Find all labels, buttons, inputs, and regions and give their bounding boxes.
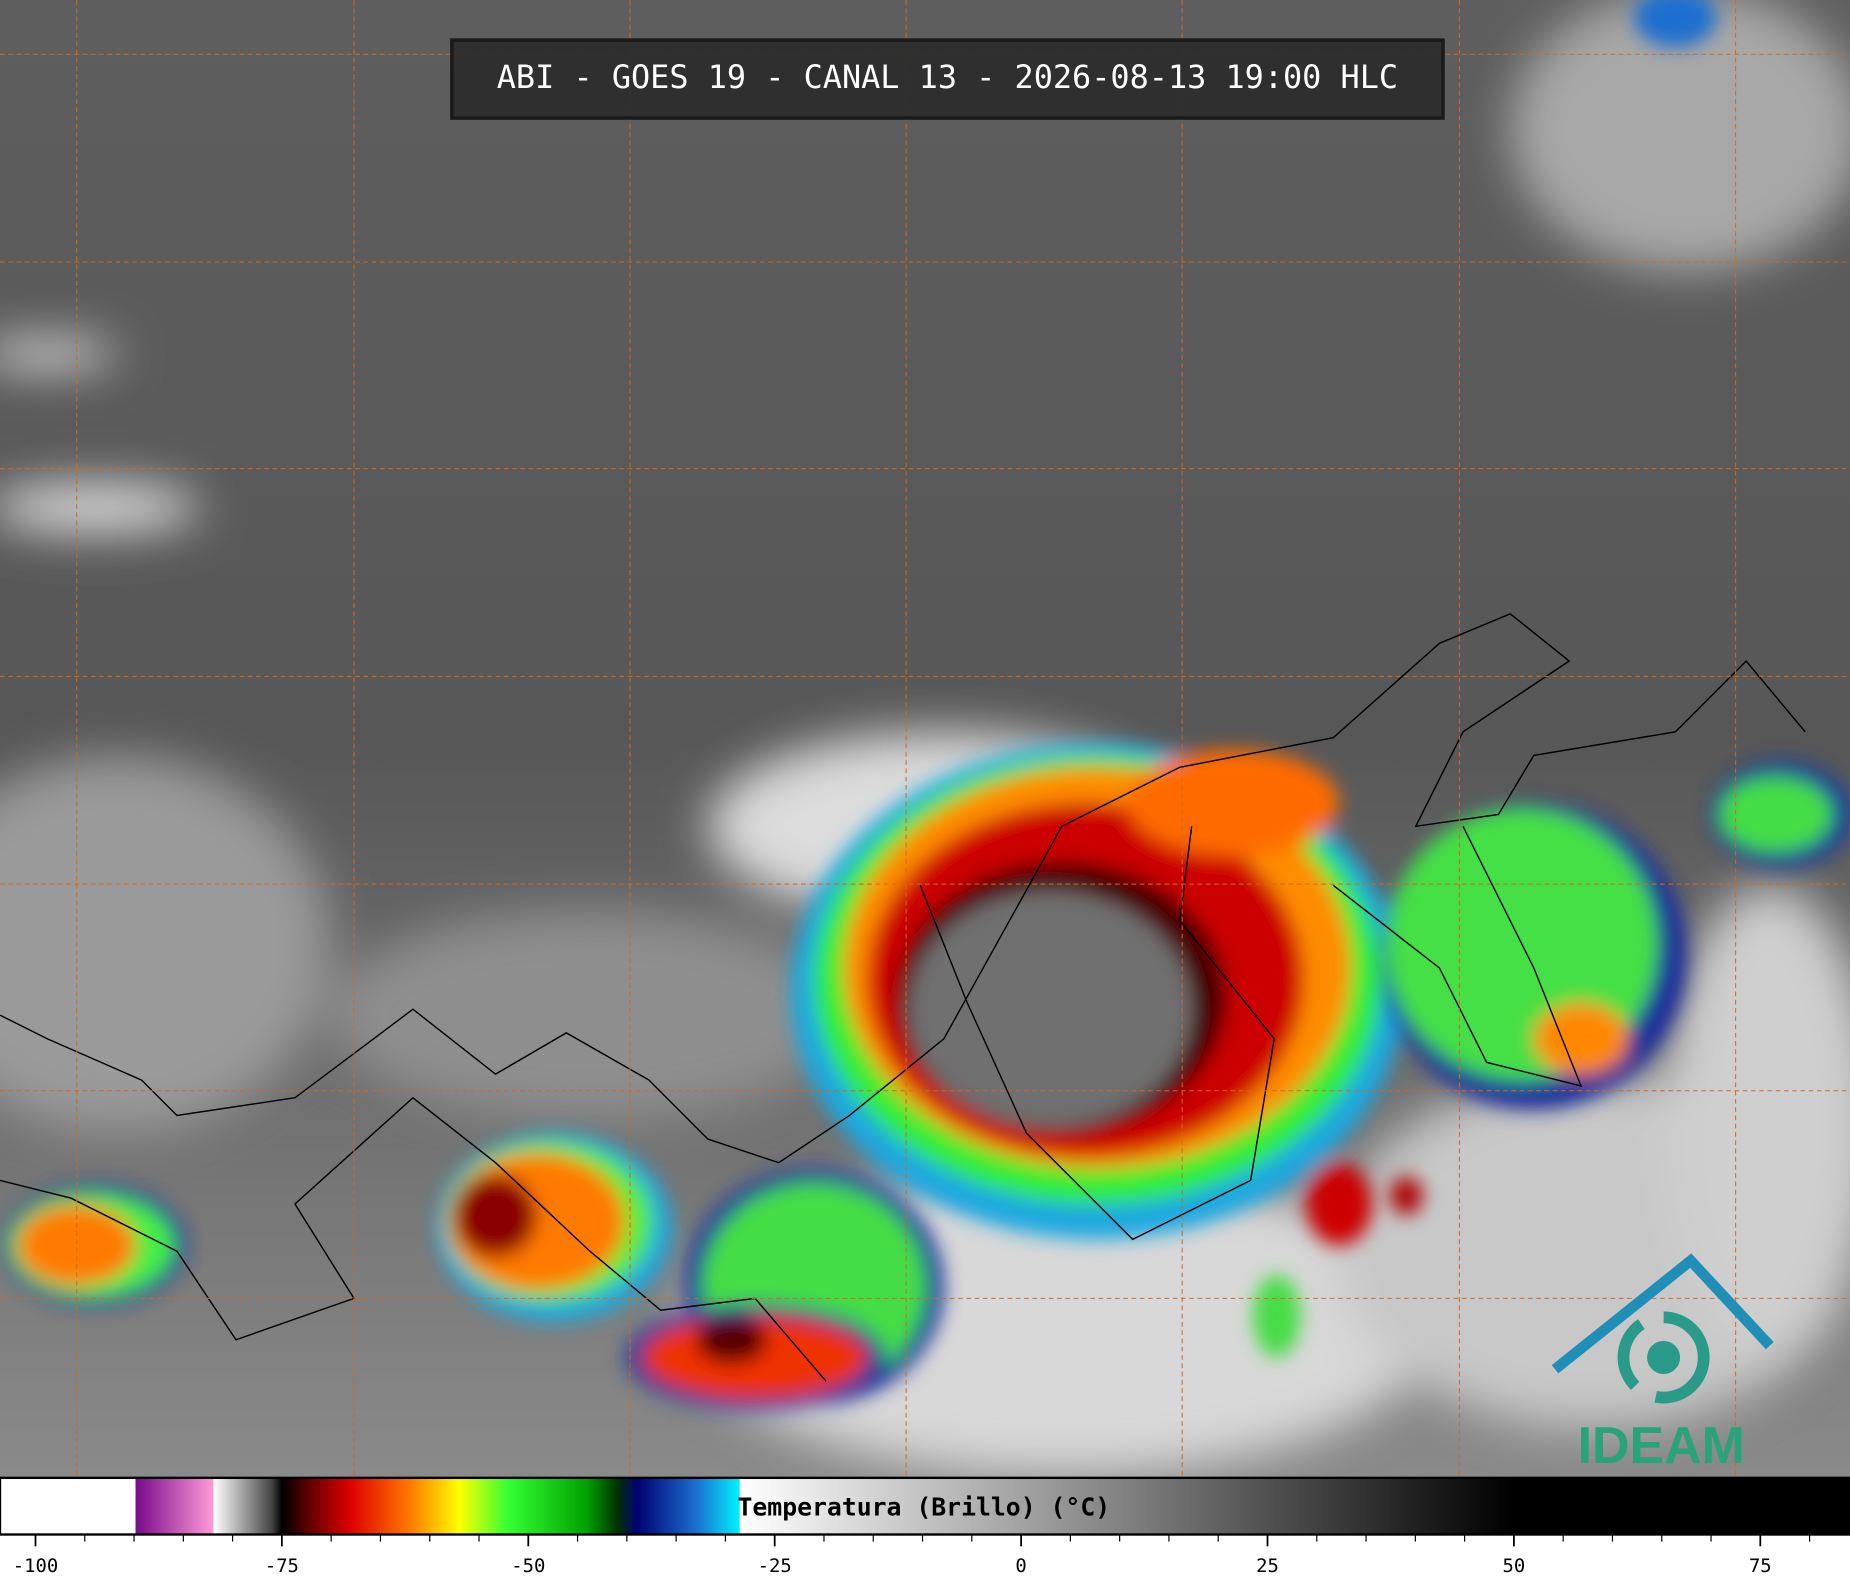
title-box <box>450 38 1445 120</box>
colorbar-tick-label: 25 <box>1256 1555 1279 1577</box>
tick-area <box>0 1534 1850 1577</box>
colorbar-tick-label: -100 <box>13 1555 58 1577</box>
colorbar-tick-label: 75 <box>1749 1555 1772 1577</box>
storm-system <box>2 0 1850 1411</box>
logo: IDEAM <box>1551 1253 1774 1475</box>
colorbar-tick-label: -25 <box>758 1555 792 1577</box>
colorbar-label: Temperatura (Brillo) (°C) <box>737 1493 1110 1522</box>
logo-text: IDEAM <box>1578 1417 1745 1475</box>
graticule <box>0 0 1850 1478</box>
colorbar-tick-label: 50 <box>1503 1555 1526 1577</box>
colorbar <box>0 1476 1850 1536</box>
colorbar-tick-label: -75 <box>265 1555 299 1577</box>
colorbar-tick-label: 0 <box>1015 1555 1026 1577</box>
title: ABI - GOES 19 - CANAL 13 - 2026-08-13 19… <box>497 58 1398 96</box>
colorbar-tick-label: -50 <box>511 1555 545 1577</box>
